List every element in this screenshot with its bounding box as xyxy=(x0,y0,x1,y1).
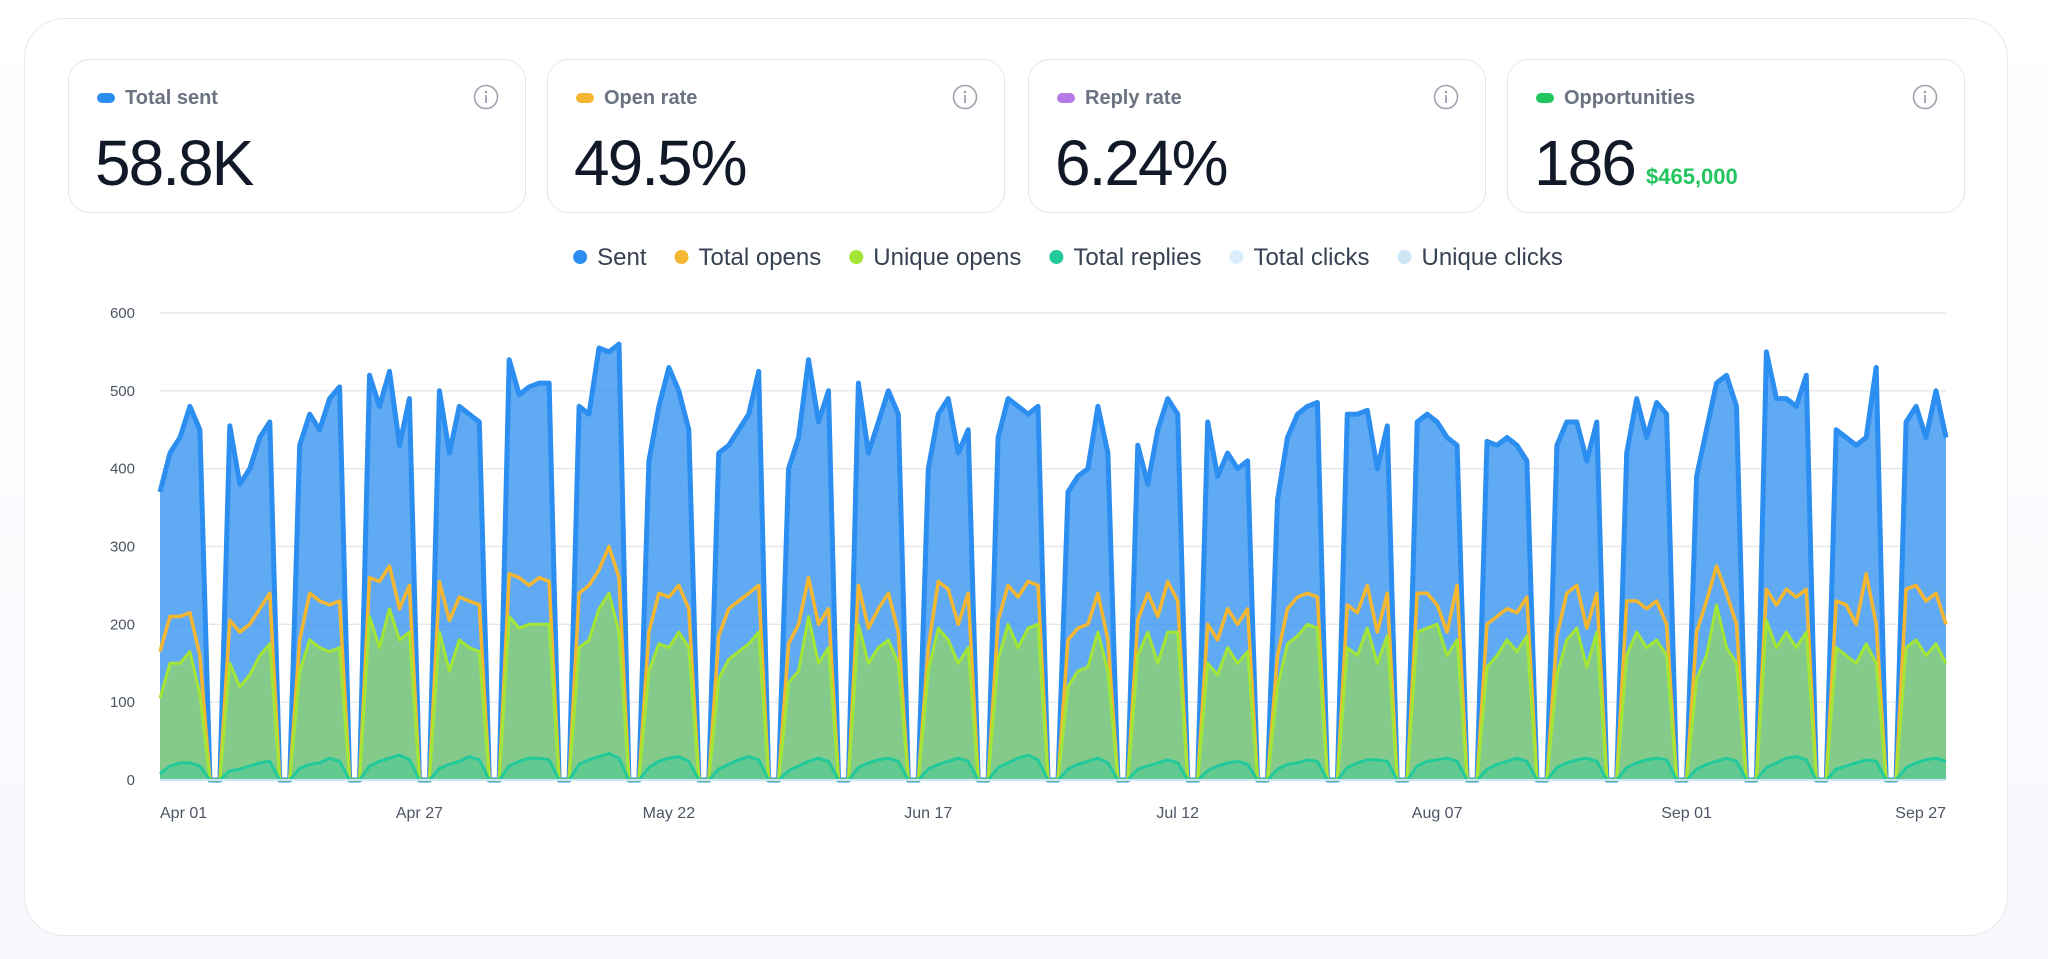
x-tick-label: Aug 07 xyxy=(1412,805,1463,822)
x-tick-label: Sep 27 xyxy=(1895,805,1946,822)
info-icon[interactable] xyxy=(473,84,499,110)
stat-card: Total sent 58.8K xyxy=(68,59,526,213)
legend-item[interactable]: Unique clicks xyxy=(1397,244,1563,271)
y-tick-label: 500 xyxy=(110,383,135,400)
info-icon[interactable] xyxy=(952,84,978,110)
stat-card: Opportunities 186 $465,000 xyxy=(1507,59,1965,213)
legend-label: Unique clicks xyxy=(1421,244,1562,271)
legend-label: Total opens xyxy=(699,244,822,271)
area xyxy=(160,753,1946,780)
stat-value: 58.8K xyxy=(95,127,254,199)
x-tick-label: Jun 17 xyxy=(904,805,952,822)
x-tick-label: Sep 01 xyxy=(1661,805,1712,822)
y-tick-label: 0 xyxy=(127,772,135,789)
legend-dot xyxy=(1229,250,1244,264)
legend-item[interactable]: Unique opens xyxy=(849,244,1021,271)
legend-item[interactable]: Total replies xyxy=(1049,244,1201,271)
legend: Sent Total opens Unique opens Total replies… xyxy=(573,244,1563,271)
stat-value: 6.24% xyxy=(1055,127,1228,199)
stat-card: Open rate 49.5% xyxy=(547,59,1005,213)
stat-label: Opportunities xyxy=(1564,87,1696,109)
legend-label: Total replies xyxy=(1073,244,1201,271)
dot xyxy=(576,93,594,103)
stat-label: Open rate xyxy=(604,87,698,109)
legend-label: Unique opens xyxy=(873,244,1021,271)
x-tick-label: Apr 27 xyxy=(396,805,443,822)
stat-value: 49.5% xyxy=(574,127,747,199)
info-icon[interactable] xyxy=(1912,84,1938,110)
x-tick-label: Jul 12 xyxy=(1156,805,1199,822)
dot xyxy=(1536,93,1554,103)
x-tick-label: Apr 01 xyxy=(160,805,207,822)
dot xyxy=(1057,93,1075,103)
legend-label: Total clicks xyxy=(1253,244,1369,271)
stat-note: $465,000 xyxy=(1646,164,1738,189)
y-tick-label: 600 xyxy=(110,305,135,322)
legend-dot xyxy=(849,250,864,264)
legend-dot xyxy=(1397,250,1412,264)
legend-item[interactable]: Total clicks xyxy=(1229,244,1369,271)
stat-label: Total sent xyxy=(125,87,218,109)
area xyxy=(160,344,1946,780)
legend-item[interactable]: Total opens xyxy=(674,244,822,271)
y-tick-label: 200 xyxy=(110,616,135,633)
dot xyxy=(97,93,115,103)
legend-item[interactable]: Sent xyxy=(573,244,647,271)
stat-value: 186 xyxy=(1534,127,1637,199)
area xyxy=(160,593,1946,780)
legend-dot xyxy=(1049,250,1064,264)
stat-card: Reply rate 6.24% xyxy=(1028,59,1486,213)
y-tick-label: 300 xyxy=(110,539,135,556)
y-tick-label: 400 xyxy=(110,461,135,478)
chart: 0 100 200 300 400 500 600 Apr 01 Apr 27 May 22 Jun… xyxy=(110,244,1949,822)
info-icon[interactable] xyxy=(1433,84,1459,110)
stat-label: Reply rate xyxy=(1085,87,1182,109)
y-tick-label: 100 xyxy=(110,694,135,711)
legend-dot xyxy=(674,250,689,264)
x-tick-label: May 22 xyxy=(643,805,696,822)
legend-dot xyxy=(573,250,588,264)
series-line xyxy=(157,341,1949,783)
legend-label: Sent xyxy=(597,244,647,271)
